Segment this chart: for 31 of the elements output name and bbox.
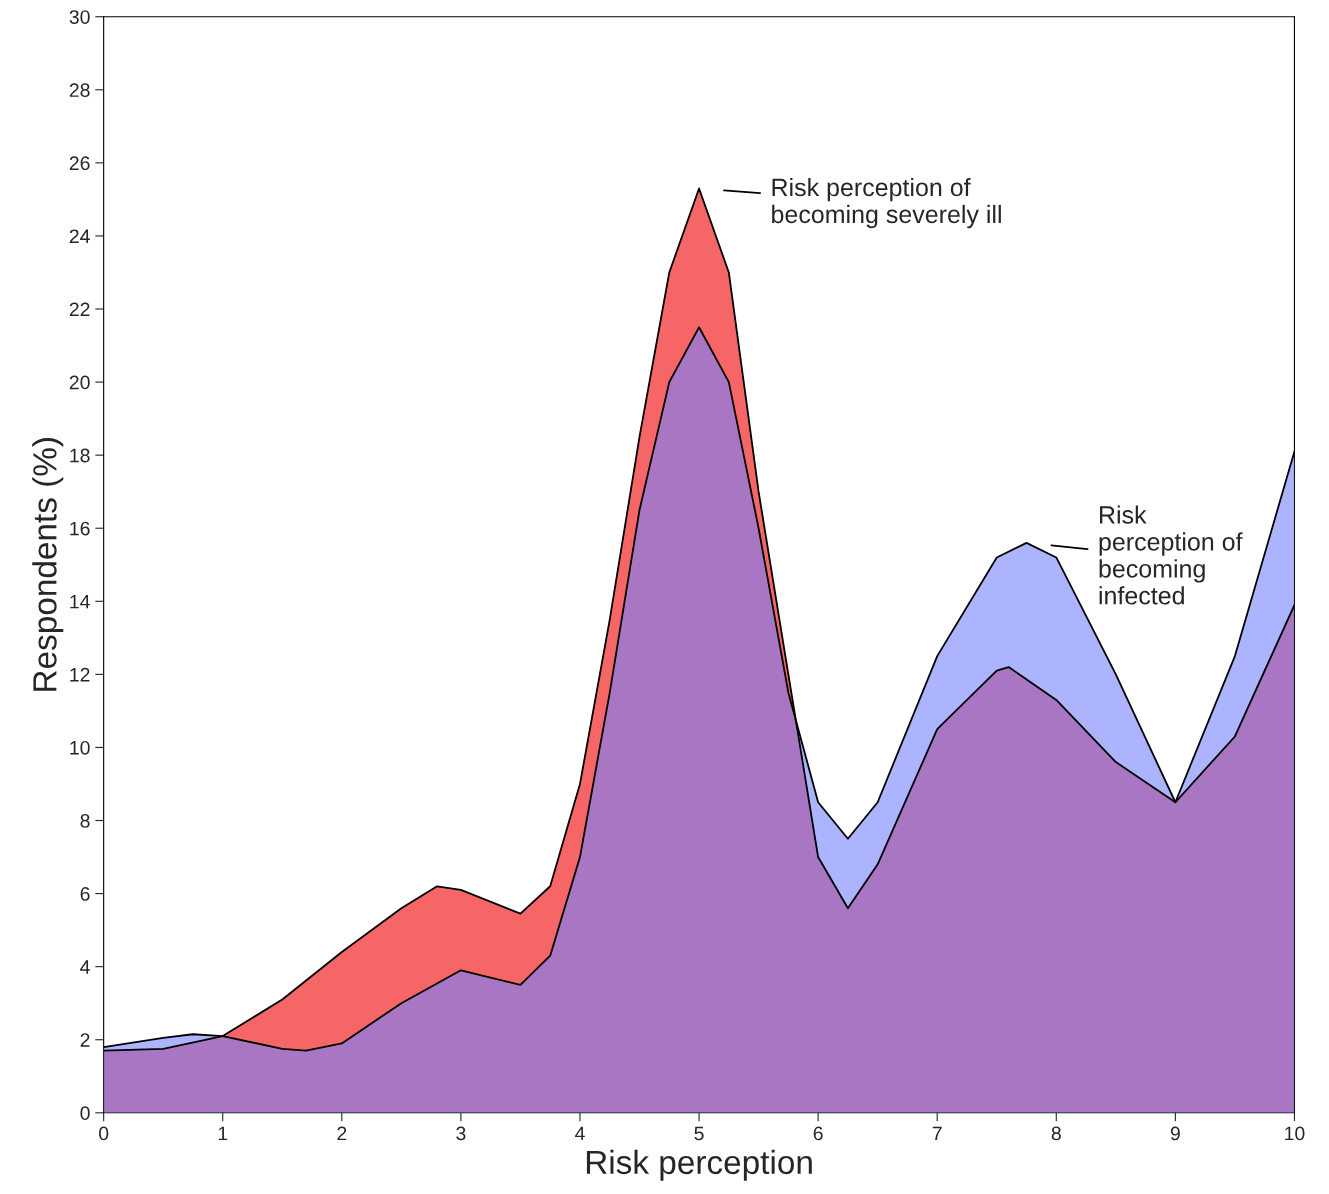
y-tick-label: 14 (70, 594, 90, 609)
x-tick-label: 1 (218, 1126, 228, 1141)
x-axis-title: Risk perception (586, 1149, 812, 1181)
y-axis-title: Respondents (%) (32, 438, 64, 691)
annotation: Risk perception of becoming infected (1099, 505, 1243, 605)
x-tick-label: 7 (932, 1126, 942, 1141)
y-tick-label: 22 (69, 302, 90, 317)
x-tick-label: 6 (813, 1126, 823, 1141)
x-tick-label: 2 (337, 1126, 347, 1141)
y-tick-label: 0 (80, 1106, 90, 1121)
x-tick-label: 10 (1285, 1126, 1305, 1141)
y-tick-label: 10 (70, 740, 90, 755)
x-tick-label: 0 (99, 1126, 109, 1141)
x-tick-label: 5 (694, 1126, 704, 1141)
annotation: Risk perception of becoming severely ill (772, 177, 1001, 229)
y-tick-label: 8 (80, 813, 90, 828)
y-tick-label: 2 (80, 1033, 90, 1047)
y-tick-label: 4 (80, 960, 90, 974)
y-tick-label: 30 (69, 10, 90, 24)
x-tick-label: 9 (1170, 1126, 1180, 1141)
x-tick-label: 4 (575, 1126, 585, 1141)
y-tick-label: 20 (69, 375, 90, 390)
y-tick-label: 18 (70, 448, 90, 463)
y-tick-label: 24 (69, 229, 90, 243)
x-tick-label: 8 (1051, 1126, 1061, 1141)
x-tick-label: 3 (456, 1126, 466, 1141)
y-tick-label: 6 (80, 887, 90, 901)
y-tick-label: 16 (70, 521, 90, 536)
y-tick-label: 12 (70, 667, 90, 682)
y-tick-label: 26 (69, 156, 90, 171)
y-tick-label: 28 (69, 83, 90, 98)
